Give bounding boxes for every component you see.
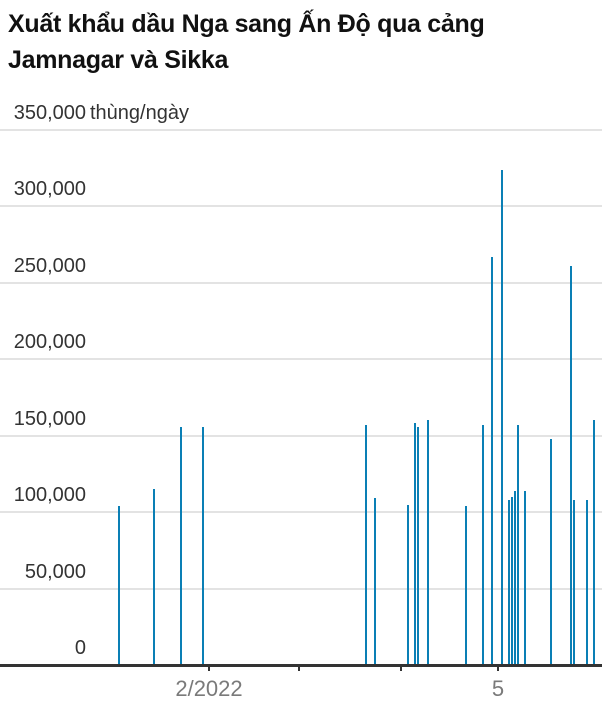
data-bar	[491, 256, 493, 665]
y-axis-label: 300,000	[13, 178, 86, 201]
data-bar	[417, 426, 419, 665]
data-bar	[365, 425, 367, 665]
y-axis-unit: thùng/ngày	[90, 102, 189, 124]
data-bar	[593, 420, 595, 665]
y-axis-label: 200,000	[13, 331, 86, 354]
data-bar	[508, 499, 510, 665]
y-axis-label: 100,000	[13, 484, 86, 507]
data-bar	[465, 506, 467, 665]
data-bar	[414, 423, 416, 665]
gridline	[0, 281, 602, 284]
y-axis-label: 350,000	[13, 102, 86, 124]
x-axis-tick	[298, 666, 300, 671]
x-axis-tick	[400, 666, 402, 671]
data-bar	[573, 499, 575, 665]
gridline	[0, 511, 602, 514]
y-axis-label: 0	[74, 637, 86, 659]
data-bar	[524, 490, 526, 665]
y-axis-label: 250,000	[13, 254, 86, 277]
data-bar	[153, 489, 155, 665]
data-bar	[570, 266, 572, 665]
data-bar	[550, 438, 552, 665]
data-bar	[482, 425, 484, 665]
x-axis-tick	[497, 666, 499, 671]
x-axis-tick	[208, 666, 210, 671]
x-axis-line	[0, 664, 602, 667]
data-bar	[501, 169, 503, 665]
y-axis-label: 150,000	[13, 407, 86, 430]
x-axis-label: 2/2022	[175, 676, 243, 701]
chart-title: Xuất khẩu dầu Nga sang Ấn Độ qua cảng Ja…	[8, 10, 485, 74]
gridline	[0, 358, 602, 361]
data-bar	[180, 426, 182, 665]
data-bar	[517, 425, 519, 665]
data-bar	[374, 498, 376, 665]
y-axis-label: 50,000	[24, 560, 86, 583]
data-bar	[202, 426, 204, 665]
data-bar	[118, 506, 120, 665]
data-bar	[586, 499, 588, 665]
data-bar	[514, 490, 516, 665]
gridline	[0, 205, 602, 208]
gridline	[0, 434, 602, 437]
data-bar	[407, 504, 409, 665]
gridline	[0, 129, 602, 131]
data-bar	[427, 420, 429, 665]
gridline	[0, 587, 602, 590]
data-bar	[511, 496, 513, 665]
x-axis-label: 5	[491, 676, 505, 701]
